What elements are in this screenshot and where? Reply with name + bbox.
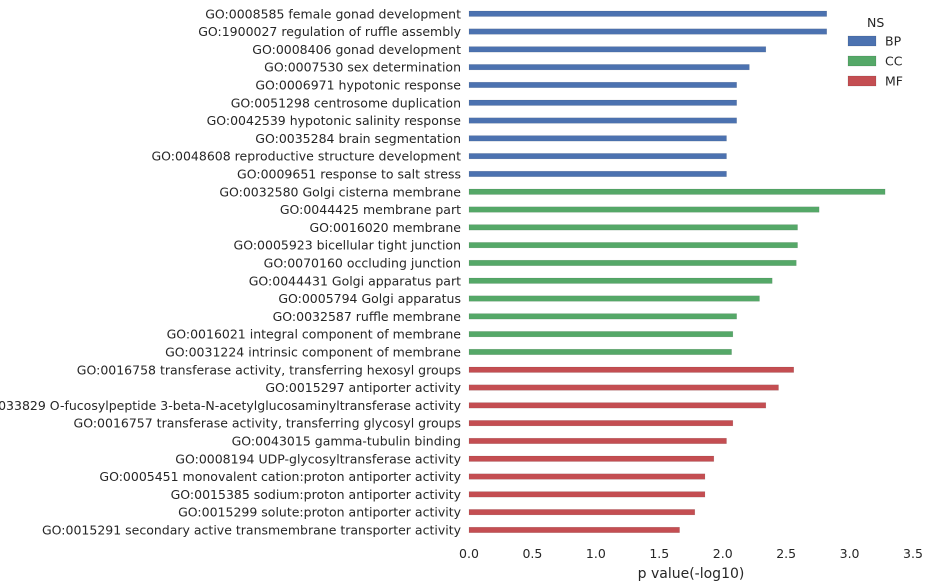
category-label: GO:0015385 sodium:proton antiporter acti…	[171, 487, 462, 502]
bar-mf	[468, 420, 734, 427]
bar-cc	[468, 331, 734, 338]
category-label: GO:0016021 integral component of membran…	[167, 327, 462, 342]
bar-mf	[468, 509, 696, 516]
category-label: GO:0044425 membrane part	[280, 202, 461, 217]
category-label: GO:1900027 regulation of ruffle assembly	[198, 24, 461, 39]
x-tick-label: 1.5	[649, 546, 669, 561]
bar-bp	[468, 10, 827, 17]
category-label: GO:0042539 hypotonic salinity response	[207, 113, 462, 128]
x-tick-label: 2.5	[776, 546, 796, 561]
legend-swatch-cc	[847, 55, 877, 67]
bar-cc	[468, 242, 798, 249]
bar-cc	[468, 224, 798, 231]
bar-cc	[468, 259, 797, 266]
bar-bp	[468, 46, 767, 53]
bar-mf	[468, 402, 767, 409]
legend-entries: BP CC MF	[847, 34, 903, 89]
category-label: GO:0005451 monovalent cation:proton anti…	[99, 469, 461, 484]
category-label: GO:0008406 gonad development	[252, 42, 461, 57]
category-label: GO:0035284 brain segmentation	[255, 131, 461, 146]
category-label: GO:0009651 response to salt stress	[237, 166, 461, 181]
bar-mf	[468, 384, 779, 391]
bar-bp	[468, 135, 727, 142]
category-label: GO:0007530 sex determination	[264, 60, 461, 75]
bar-bp	[468, 99, 737, 106]
category-label: GO:0005794 Golgi apparatus	[278, 291, 461, 306]
bar-bp	[468, 64, 750, 71]
legend-swatch-mf	[847, 75, 877, 87]
category-label: GO:0032587 ruffle membrane	[273, 309, 462, 324]
legend-label-bp: BP	[885, 34, 902, 49]
bar-mf	[468, 526, 680, 533]
x-axis-ticks: 0.0 0.5 1.0 1.5 2.0 2.5 3.0 3.5	[459, 546, 923, 561]
x-axis-title: p value(-log10)	[638, 566, 745, 582]
bar-cc	[468, 206, 820, 213]
category-label: GO:0016020 membrane	[309, 220, 461, 235]
legend-label-mf: MF	[885, 74, 903, 89]
x-tick-label: 1.0	[586, 546, 606, 561]
bar-cc	[468, 188, 886, 195]
bar-mf	[468, 366, 795, 373]
category-label: GO:0044431 Golgi apparatus part	[249, 273, 461, 288]
category-label: GO:0015299 solute:proton antiporter acti…	[178, 505, 461, 520]
legend-title: NS	[867, 15, 884, 30]
bar-bp	[468, 28, 827, 35]
bars-layer	[468, 10, 886, 533]
x-tick-label: 3.0	[840, 546, 860, 561]
bar-bp	[468, 81, 737, 88]
x-tick-label: 0.5	[522, 546, 542, 561]
bar-bp	[468, 153, 727, 160]
x-tick-label: 0.0	[459, 546, 479, 561]
category-label: GO:0048608 reproductive structure develo…	[152, 149, 462, 164]
category-label: GO:0043015 gamma-tubulin binding	[232, 433, 461, 448]
bar-mf	[468, 473, 706, 480]
bar-mf	[468, 437, 727, 444]
bar-cc	[468, 313, 737, 320]
category-label: GO:0008194 UDP-glycosyltransferase activ…	[175, 451, 461, 466]
bar-bp	[468, 170, 727, 177]
category-label: GO:0008585 female gonad development	[205, 6, 461, 21]
legend-label-cc: CC	[885, 54, 903, 69]
category-labels: GO:0008585 female gonad development GO:19…	[0, 6, 462, 537]
category-label: GO:0033829 O-fucosylpeptide 3-beta-N-ace…	[0, 398, 462, 413]
x-tick-label: 2.0	[713, 546, 733, 561]
bar-cc	[468, 277, 773, 284]
category-label: GO:0016757 transferase activity, transfe…	[74, 416, 461, 431]
category-label: GO:0015291 secondary active transmembran…	[42, 522, 462, 537]
category-label: GO:0006971 hypotonic response	[255, 77, 461, 92]
category-label: GO:0016758 transferase activity, transfe…	[77, 362, 461, 377]
category-label: GO:0051298 centrosome duplication	[231, 95, 461, 110]
bar-mf	[468, 455, 715, 462]
legend-swatch-bp	[847, 35, 877, 47]
category-label: GO:0015297 antiporter activity	[265, 380, 461, 395]
bar-mf	[468, 491, 706, 498]
category-label: GO:0005923 bicellular tight junction	[234, 238, 461, 253]
legend: NS BP CC MF	[847, 15, 903, 89]
bar-bp	[468, 117, 737, 124]
category-label: GO:0070160 occluding junction	[264, 255, 461, 270]
category-label: GO:0031224 intrinsic component of membra…	[165, 344, 461, 359]
x-tick-label: 3.5	[903, 546, 923, 561]
category-label: GO:0032580 Golgi cisterna membrane	[219, 184, 461, 199]
bar-cc	[468, 348, 732, 355]
bar-cc	[468, 295, 760, 302]
